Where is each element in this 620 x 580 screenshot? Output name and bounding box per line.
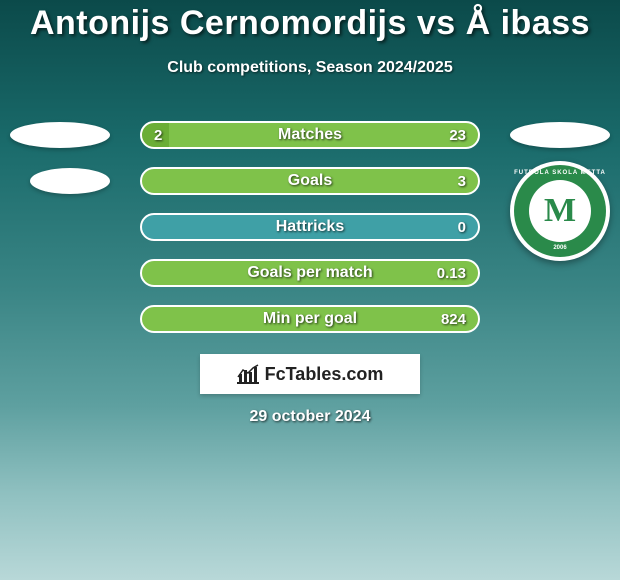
player-badge-right: [510, 122, 610, 148]
page-title: Antonijs Cernomordijs vs Å ibass: [0, 4, 620, 43]
stat-bar: Goals per match 0.13: [140, 259, 480, 287]
stat-bar: Hattricks 0: [140, 213, 480, 241]
chart-icon: [237, 364, 259, 384]
stat-label: Min per goal: [263, 310, 357, 328]
stat-bar: Min per goal 824: [140, 305, 480, 333]
stat-bar: Goals 3: [140, 167, 480, 195]
stat-label: Goals per match: [247, 264, 372, 282]
brand-text: FcTables.com: [265, 364, 384, 385]
content: Antonijs Cernomordijs vs Å ibass Club co…: [0, 0, 620, 580]
subtitle: Club competitions, Season 2024/2025: [0, 59, 620, 77]
stat-value-left: 2: [154, 127, 162, 144]
stat-bar: 2 Matches 23: [140, 121, 480, 149]
stats-grid: 2 Matches 23 Goals 3 Hattricks 0 Goals per matc…: [0, 113, 620, 343]
club-logo-bottom-text: 2006: [514, 245, 606, 251]
stat-label: Hattricks: [276, 218, 344, 236]
club-logo-ring: FUTBOLA SKOLA METTA M 2006: [514, 165, 606, 257]
stat-value-right: 23: [449, 127, 466, 144]
stat-value-right: 824: [441, 311, 466, 328]
stat-row: Min per goal 824: [0, 297, 620, 343]
player-badge-left: [10, 122, 110, 148]
date-line: 29 october 2024: [0, 408, 620, 426]
stat-row: Goals per match 0.13: [0, 251, 620, 297]
club-logo-letter: M: [544, 192, 576, 230]
club-logo-inner: M: [529, 180, 591, 242]
stat-value-right: 0: [458, 219, 466, 236]
club-logo: FUTBOLA SKOLA METTA M 2006: [510, 161, 610, 261]
stat-row: 2 Matches 23: [0, 113, 620, 159]
brand-box: FcTables.com: [200, 354, 420, 394]
stat-value-right: 0.13: [437, 265, 466, 282]
stat-label: Goals: [288, 172, 332, 190]
stat-value-right: 3: [458, 173, 466, 190]
player-badge-left: [30, 168, 110, 194]
stat-label: Matches: [278, 126, 342, 144]
club-logo-top-text: FUTBOLA SKOLA METTA: [514, 170, 606, 176]
